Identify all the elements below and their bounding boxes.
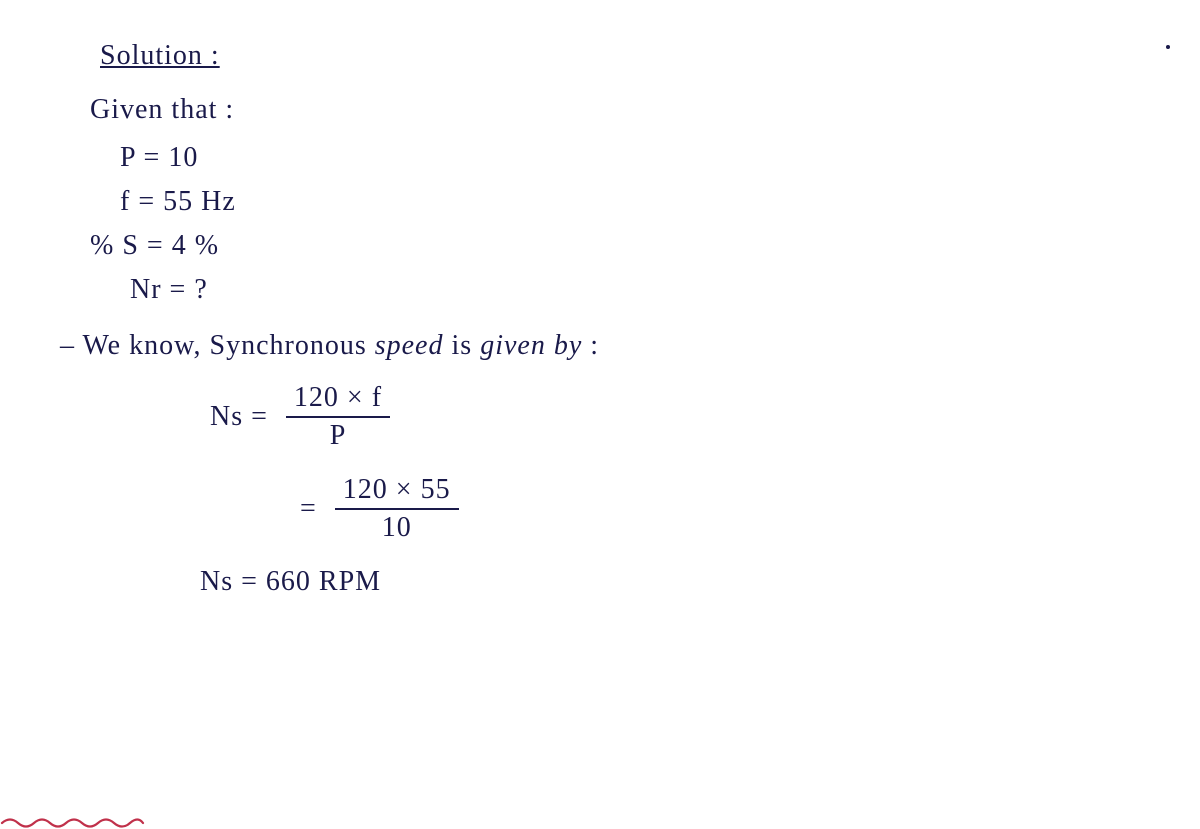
formula1-numerator: 120 × f <box>286 382 390 416</box>
explanation-sentence: – We know, Synchronous speed is given by… <box>60 330 1100 362</box>
param-f: f = 55 Hz <box>120 186 1100 218</box>
formula1-lhs: Ns = <box>210 401 268 433</box>
formula2-numerator: 120 × 55 <box>335 474 459 508</box>
title-line: Solution : <box>100 40 1100 76</box>
sentence-prefix: – We know, Synchronous <box>60 330 375 361</box>
solution-title: Solution : <box>100 40 220 72</box>
formula2-fraction: 120 × 55 10 <box>335 474 459 544</box>
param-nr: Nr = ? <box>130 274 1100 306</box>
formula-ns-substituted: = 120 × 55 10 <box>300 474 1100 544</box>
given-that-label: Given that : <box>90 94 1100 126</box>
formula1-denominator: P <box>286 416 390 452</box>
formula-ns-general: Ns = 120 × f P <box>210 382 1100 452</box>
squiggle-underline <box>0 815 145 829</box>
param-slip: % S = 4 % <box>90 230 1100 262</box>
sentence-colon: : <box>590 330 599 361</box>
formula2-eq: = <box>300 493 317 525</box>
sentence-speed: speed <box>375 330 444 361</box>
stray-dot <box>1166 45 1170 49</box>
param-p: P = 10 <box>120 142 1100 174</box>
formula2-denominator: 10 <box>335 508 459 544</box>
sentence-is: is <box>452 330 481 361</box>
sentence-given-by: given by <box>480 330 582 361</box>
result-ns: Ns = 660 RPM <box>200 566 1100 598</box>
formula1-fraction: 120 × f P <box>286 382 390 452</box>
